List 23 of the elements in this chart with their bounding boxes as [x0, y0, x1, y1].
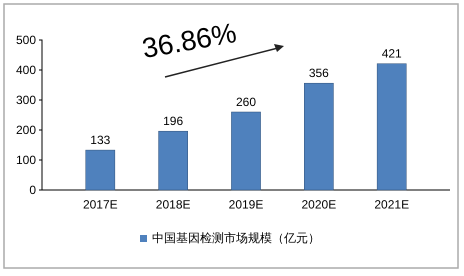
- data-label: 421: [382, 46, 402, 61]
- y-tick-label: 300: [16, 92, 36, 107]
- data-label: 356: [308, 66, 330, 80]
- x-tick-label: 2017E: [82, 198, 118, 212]
- data-label: 196: [163, 114, 184, 128]
- legend-label: 中国基因检测市场规模（亿元）: [152, 231, 320, 246]
- y-tick-label: 500: [16, 32, 36, 47]
- bar: [231, 112, 261, 190]
- x-tick-label: 2018E: [156, 198, 190, 212]
- bar: [376, 63, 407, 190]
- x-tick-label: 2021E: [374, 198, 410, 212]
- y-tick-label: 400: [16, 62, 36, 77]
- bar: [304, 82, 334, 190]
- data-label: 133: [90, 133, 111, 148]
- data-label: 260: [236, 95, 256, 109]
- y-tick-label: 100: [16, 152, 36, 167]
- x-tick-label: 2020E: [302, 198, 336, 212]
- bar: [158, 130, 188, 190]
- annotation: 36.86%: [140, 17, 239, 64]
- y-tick-label: 0: [29, 182, 36, 197]
- bar: [85, 150, 116, 190]
- x-tick-label: 2019E: [228, 198, 264, 212]
- y-tick-label: 200: [16, 122, 36, 137]
